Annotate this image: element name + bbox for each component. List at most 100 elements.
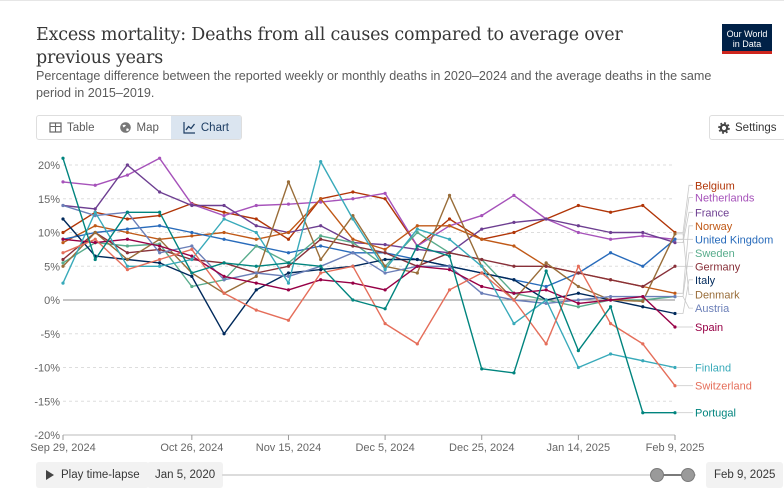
data-point-belgium <box>447 217 452 221</box>
data-point-norway <box>415 224 419 228</box>
start-date-chip[interactable]: Jan 5, 2020 <box>147 462 224 488</box>
data-point-austria <box>254 271 258 275</box>
data-point-germany <box>641 284 645 289</box>
data-point-spain <box>319 278 323 282</box>
data-point-portugal <box>576 349 580 353</box>
series-label-belgium: Belgium <box>695 180 735 192</box>
timeline-end-handle[interactable] <box>681 468 695 482</box>
data-point-denmark <box>158 237 162 241</box>
data-point-spain <box>576 301 580 305</box>
tab-chart-label: Chart <box>200 121 229 134</box>
data-point-germany <box>351 244 355 248</box>
data-point-portugal <box>158 210 162 214</box>
data-point-finland <box>190 257 194 262</box>
tab-chart[interactable]: Chart <box>170 116 241 139</box>
data-point-spain <box>608 298 613 302</box>
data-point-switzerland <box>190 247 194 251</box>
series-label-spain: Spain <box>695 322 723 334</box>
data-point-spain <box>383 288 387 292</box>
data-point-france <box>608 230 613 235</box>
data-point-switzerland <box>415 342 419 346</box>
data-point-italy <box>576 291 580 295</box>
series-line-switzerland <box>62 238 676 387</box>
tab-map[interactable]: Map <box>107 116 171 139</box>
data-point-germany <box>608 278 613 282</box>
data-point-portugal <box>544 269 548 273</box>
data-point-italy <box>673 311 677 316</box>
data-point-finland <box>351 217 355 221</box>
data-point-netherlands <box>641 234 645 238</box>
series-line-united-kingdom <box>62 225 676 288</box>
data-point-portugal <box>319 264 323 268</box>
data-point-denmark <box>93 230 97 235</box>
data-point-italy <box>158 261 162 265</box>
tab-table[interactable]: Table <box>37 116 107 139</box>
data-point-spain <box>447 268 452 272</box>
data-point-belgium <box>286 237 291 241</box>
timeline-start-handle[interactable] <box>650 468 664 482</box>
play-timelapse-button[interactable]: Play time-lapse <box>36 462 149 488</box>
data-point-portugal <box>447 254 452 258</box>
data-point-netherlands <box>576 230 580 235</box>
table-icon <box>49 122 62 133</box>
line-chart-icon <box>183 122 195 134</box>
tab-map-label: Map <box>136 121 159 134</box>
data-point-portugal <box>608 305 613 309</box>
data-point-belgium <box>608 210 613 214</box>
series-label-france: France <box>695 207 729 219</box>
owid-logo[interactable]: Our World in Data <box>722 24 772 54</box>
data-point-austria <box>61 203 65 208</box>
data-point-finland <box>383 268 387 272</box>
data-point-sweden <box>576 305 580 309</box>
data-point-belgium <box>254 217 258 221</box>
data-point-switzerland <box>254 308 258 312</box>
data-point-denmark <box>286 180 291 184</box>
data-point-spain <box>480 284 484 289</box>
data-point-sweden <box>351 241 355 245</box>
data-point-france <box>576 224 580 228</box>
data-point-denmark <box>576 284 580 289</box>
data-point-portugal <box>641 411 645 415</box>
data-point-belgium <box>383 197 387 201</box>
data-point-norway <box>93 224 97 228</box>
end-date-chip[interactable]: Feb 9, 2025 <box>706 462 784 488</box>
data-point-france <box>93 207 97 211</box>
data-point-switzerland <box>351 264 355 268</box>
data-point-portugal <box>415 244 419 248</box>
data-point-spain <box>222 274 226 278</box>
data-point-spain <box>641 295 645 299</box>
y-tick-label: -5% <box>40 329 60 341</box>
data-point-portugal <box>480 367 484 371</box>
series-line-italy <box>62 218 676 335</box>
series-line-denmark <box>62 181 676 303</box>
series-label-austria: Austria <box>695 303 730 315</box>
data-point-denmark <box>447 193 452 197</box>
y-tick-label: 0% <box>44 295 60 307</box>
data-point-austria <box>158 251 162 255</box>
series-label-switzerland: Switzerland <box>695 381 752 393</box>
data-point-france <box>125 163 130 167</box>
play-timelapse-label: Play time-lapse <box>61 469 140 481</box>
data-point-italy <box>383 257 387 262</box>
data-point-spain <box>415 264 419 268</box>
data-point-finland <box>512 322 516 326</box>
data-point-sweden <box>415 230 419 235</box>
data-point-finland <box>447 237 452 241</box>
settings-button[interactable]: Settings <box>709 115 784 140</box>
x-tick-label: Jan 14, 2025 <box>547 442 611 454</box>
data-point-netherlands <box>93 183 97 187</box>
data-point-germany <box>447 251 452 255</box>
logo-accent-bar <box>722 51 772 54</box>
data-point-sweden <box>61 261 65 265</box>
data-point-portugal <box>93 257 97 262</box>
data-point-austria <box>383 271 387 275</box>
data-point-denmark <box>544 261 548 265</box>
y-tick-label: -20% <box>34 430 60 442</box>
data-point-italy <box>286 271 291 275</box>
x-tick-label: Dec 5, 2024 <box>355 442 414 454</box>
data-point-denmark <box>319 257 323 262</box>
data-point-finland <box>415 227 419 231</box>
data-point-austria <box>351 251 355 255</box>
timeline-track[interactable] <box>222 474 696 476</box>
data-point-belgium <box>351 190 355 194</box>
